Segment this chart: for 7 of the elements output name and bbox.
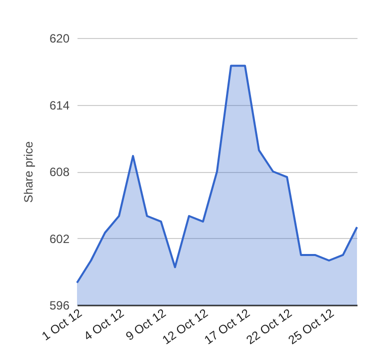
x-tick-label: 4 Oct 12 [81, 306, 127, 344]
y-tick-label: 596 [49, 298, 70, 312]
y-tick-label: 608 [49, 165, 70, 179]
y-tick-label: 614 [49, 98, 70, 112]
y-tick-label: 602 [49, 232, 70, 246]
y-axis-title: Share price [21, 140, 36, 203]
y-tick-label: 620 [49, 32, 70, 46]
